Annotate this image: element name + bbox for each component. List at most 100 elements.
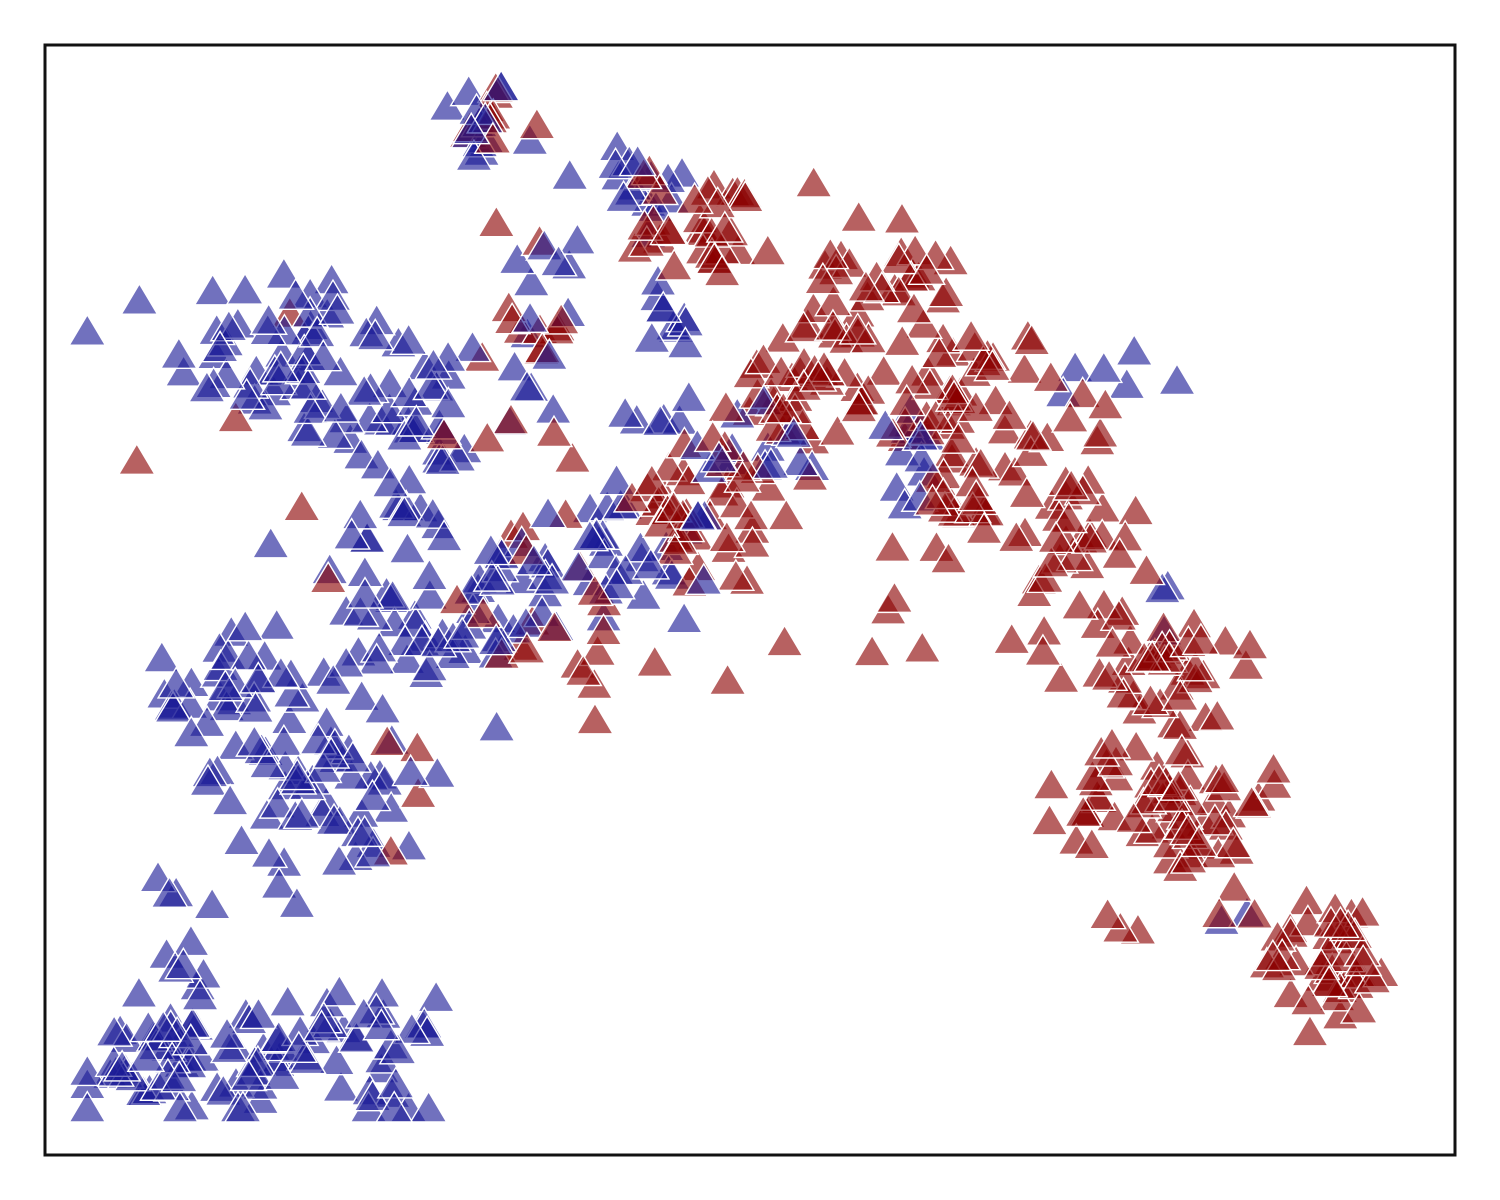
data-point	[1230, 627, 1270, 660]
data-point	[388, 531, 427, 564]
data-point	[813, 308, 853, 341]
data-point	[514, 543, 554, 576]
data-point	[120, 282, 159, 315]
data-point	[282, 796, 322, 830]
data-point	[216, 400, 256, 433]
data-point	[1181, 622, 1221, 655]
data-point	[397, 404, 436, 437]
data-point	[1214, 869, 1254, 903]
data-point	[249, 302, 288, 335]
data-point	[1051, 468, 1091, 501]
data-point	[291, 391, 330, 425]
data-point	[1031, 545, 1071, 578]
data-point	[550, 157, 590, 191]
data-point	[257, 607, 297, 641]
data-point	[640, 403, 680, 437]
data-point	[708, 662, 747, 696]
data-point	[463, 595, 503, 629]
data-point	[803, 261, 843, 295]
data-point	[765, 624, 804, 657]
data-point	[1030, 803, 1069, 836]
data-point	[272, 675, 311, 708]
data-point	[491, 402, 531, 435]
data-point	[539, 244, 578, 277]
data-point	[495, 349, 534, 382]
data-point	[654, 248, 694, 281]
data-point	[575, 573, 615, 607]
data-point	[481, 69, 521, 102]
data-point	[418, 755, 457, 789]
data-point	[319, 843, 359, 876]
data-point	[1226, 647, 1266, 681]
data-point	[907, 252, 946, 285]
data-point	[705, 210, 745, 243]
data-point	[68, 1053, 107, 1087]
data-point	[578, 633, 617, 667]
data-point	[838, 312, 878, 345]
data-point	[664, 600, 704, 634]
data-point	[282, 488, 322, 522]
data-point	[1023, 633, 1063, 666]
data-point	[512, 264, 551, 297]
data-point	[389, 322, 428, 355]
data-point	[1198, 698, 1237, 731]
data-point	[702, 254, 742, 287]
data-point	[239, 661, 278, 694]
data-point	[643, 290, 683, 323]
data-point	[342, 678, 381, 712]
data-point	[1162, 733, 1202, 766]
data-point	[1032, 767, 1071, 800]
data-point	[926, 274, 966, 308]
data-point	[744, 341, 783, 375]
data-point	[1176, 649, 1215, 682]
data-point	[119, 975, 159, 1008]
data-point	[378, 1032, 418, 1065]
data-point	[277, 885, 317, 919]
data-point	[410, 649, 449, 682]
data-point	[261, 350, 301, 383]
data-point	[612, 480, 652, 513]
data-point	[934, 379, 974, 412]
data-point	[398, 775, 438, 809]
data-point	[995, 454, 1035, 487]
data-point	[264, 256, 304, 290]
data-point	[223, 1090, 263, 1123]
data-point	[604, 179, 643, 213]
data-point	[311, 736, 351, 769]
data-point	[684, 562, 724, 596]
data-point	[159, 336, 199, 370]
data-point	[748, 233, 788, 266]
data-point	[625, 208, 664, 241]
data-point	[558, 549, 598, 582]
data-point	[1254, 751, 1293, 784]
data-point	[781, 443, 820, 477]
data-point	[1070, 521, 1110, 554]
data-point	[206, 668, 245, 702]
data-point	[374, 1090, 414, 1123]
data-point	[1309, 964, 1349, 998]
data-point	[1131, 682, 1170, 716]
data-point	[1055, 350, 1095, 383]
data-point	[1290, 1014, 1330, 1047]
data-point	[764, 391, 803, 424]
data-point	[1253, 938, 1293, 972]
data-point	[471, 532, 511, 566]
data-point	[353, 835, 393, 868]
data-point	[164, 354, 203, 387]
data-point	[1235, 896, 1274, 929]
data-point	[956, 478, 996, 512]
data-point	[249, 835, 289, 869]
data-point	[655, 532, 695, 566]
data-point	[902, 440, 941, 473]
data-point	[1050, 400, 1090, 433]
data-point	[1104, 676, 1143, 709]
data-point	[716, 558, 756, 591]
data-point	[597, 567, 636, 600]
data-point	[990, 397, 1029, 431]
data-point	[302, 1009, 341, 1042]
data-point	[258, 786, 297, 819]
data-point	[597, 462, 636, 496]
data-point	[678, 498, 718, 531]
data-point	[288, 367, 328, 400]
data-point	[1169, 841, 1209, 874]
